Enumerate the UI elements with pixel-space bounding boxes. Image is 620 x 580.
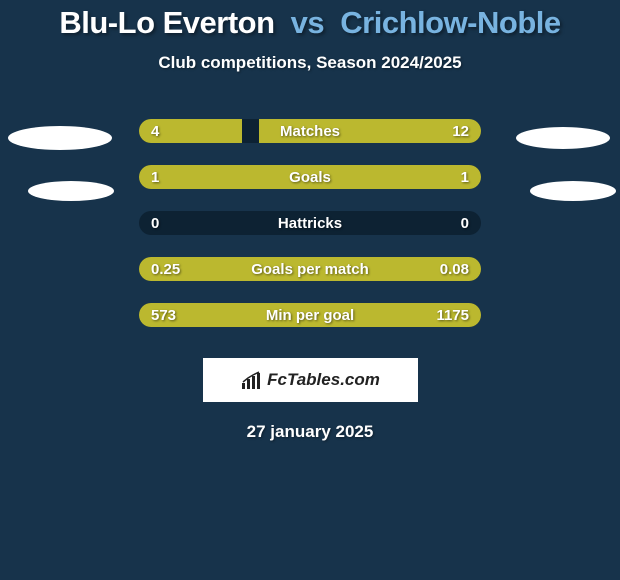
- stats-section: 4 Matches 12 1 Goals 1 0 Hattricks 0: [0, 108, 620, 338]
- stat-value-left: 0.25: [151, 261, 180, 278]
- logo-box[interactable]: FcTables.com: [203, 358, 418, 402]
- stat-label: Matches: [280, 123, 340, 140]
- main-container: Blu-Lo Everton vs Crichlow-Noble Club co…: [0, 0, 620, 442]
- logo-text: FcTables.com: [267, 370, 380, 390]
- stat-value-right: 0.08: [440, 261, 469, 278]
- stat-label: Hattricks: [278, 215, 342, 232]
- bar-right: [310, 165, 481, 189]
- player1-name: Blu-Lo Everton: [59, 5, 274, 40]
- stat-bar-gpm: 0.25 Goals per match 0.08: [139, 257, 481, 281]
- stat-row: 0.25 Goals per match 0.08: [0, 246, 620, 292]
- chart-icon: [240, 371, 264, 389]
- stat-row: 1 Goals 1: [0, 154, 620, 200]
- stat-bar-matches: 4 Matches 12: [139, 119, 481, 143]
- player2-name: Crichlow-Noble: [340, 5, 560, 40]
- date-text: 27 january 2025: [0, 422, 620, 442]
- stat-value-right: 1175: [436, 307, 469, 324]
- stat-value-left: 0: [151, 215, 159, 232]
- stat-row: 4 Matches 12: [0, 108, 620, 154]
- vs-text: vs: [291, 5, 324, 40]
- stat-value-right: 12: [452, 123, 469, 140]
- stat-label: Goals: [289, 169, 331, 186]
- stat-bar-goals: 1 Goals 1: [139, 165, 481, 189]
- stat-value-right: 1: [461, 169, 469, 186]
- page-title: Blu-Lo Everton vs Crichlow-Noble: [0, 5, 620, 41]
- bar-left: [139, 165, 310, 189]
- stat-row: 573 Min per goal 1175: [0, 292, 620, 338]
- stat-value-left: 573: [151, 307, 176, 324]
- stat-value-left: 4: [151, 123, 159, 140]
- stat-value-right: 0: [461, 215, 469, 232]
- stat-label: Goals per match: [251, 261, 369, 278]
- stat-bar-hattricks: 0 Hattricks 0: [139, 211, 481, 235]
- stat-row: 0 Hattricks 0: [0, 200, 620, 246]
- stat-value-left: 1: [151, 169, 159, 186]
- subtitle: Club competitions, Season 2024/2025: [0, 53, 620, 73]
- stat-label: Min per goal: [266, 307, 354, 324]
- stat-bar-mpg: 573 Min per goal 1175: [139, 303, 481, 327]
